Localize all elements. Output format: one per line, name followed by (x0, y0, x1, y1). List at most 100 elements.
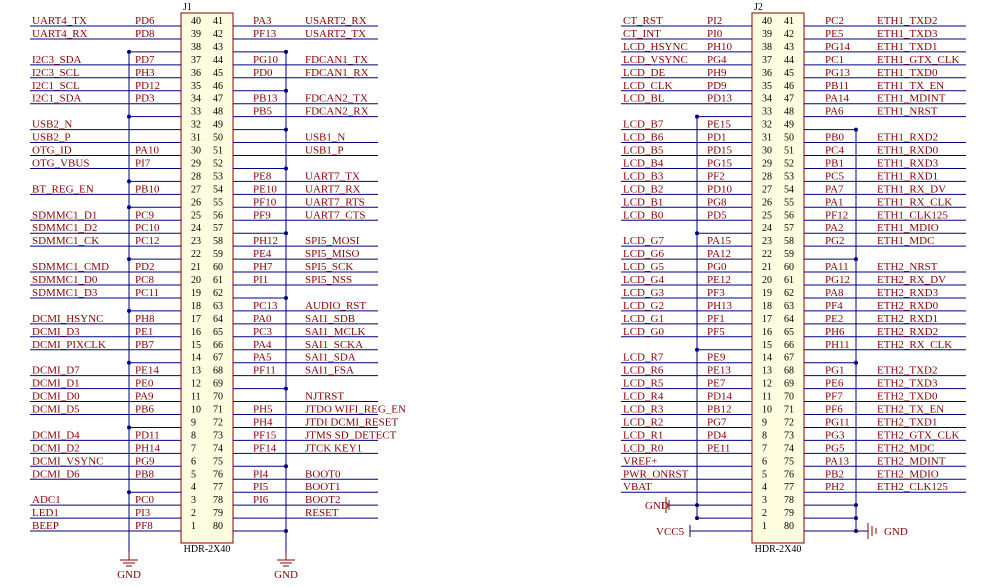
pin-number: 3 (762, 495, 767, 506)
gnd-label: GND (884, 526, 908, 538)
net-label: DCMI_D2 (32, 442, 80, 454)
junction-dot (284, 49, 288, 54)
net-label: ETH1_TXD1 (877, 41, 938, 53)
port-label: PB11 (825, 80, 849, 92)
port-label: PH14 (135, 442, 161, 454)
port-label: PI4 (253, 468, 269, 480)
pin-number: 14 (762, 353, 772, 364)
pin-number: 5 (762, 469, 767, 480)
net-label: DCMI_D4 (32, 429, 80, 441)
port-label: PA4 (253, 339, 272, 351)
pin-number: 12 (762, 379, 772, 390)
net-label: BT_REG_EN (32, 183, 94, 195)
net-label: ETH1_MDINT (877, 93, 946, 105)
junction-dot (854, 257, 858, 262)
pin-number: 47 (213, 94, 223, 105)
pin-number: 70 (213, 392, 223, 403)
net-label: LCD_R1 (623, 429, 663, 441)
port-label: PI0 (707, 28, 723, 40)
net-label: ETH1_GTX_CLK (877, 54, 960, 66)
net-label: LCD_G4 (623, 274, 664, 286)
net-label: DCMI_D5 (32, 404, 80, 416)
net-label: RESET (305, 507, 339, 519)
pin-number: 49 (213, 120, 223, 131)
net-label: FDCAN1_RX (305, 67, 369, 79)
pin-number: 34 (191, 94, 201, 105)
pin-number: 22 (762, 249, 772, 260)
net-label: ETH1_TX_EN (877, 80, 944, 92)
pin-number: 64 (784, 314, 794, 325)
port-label: PG15 (707, 157, 733, 169)
port-label: PB8 (135, 468, 154, 480)
pin-number: 30 (762, 146, 772, 157)
port-label: PG0 (707, 261, 727, 273)
pin-number: 79 (213, 508, 223, 519)
pin-number: 54 (213, 184, 223, 195)
pin-number: 25 (762, 210, 772, 221)
net-label: SPI5_NSS (305, 274, 352, 286)
pin-number: 30 (191, 146, 201, 157)
net-label: LCD_CLK (623, 80, 673, 92)
junction-dot (284, 386, 288, 391)
connector-value: HDR-2X40 (755, 544, 802, 555)
port-label: PG1 (825, 365, 845, 377)
pin-number: 59 (213, 249, 223, 260)
pin-number: 9 (191, 417, 196, 428)
port-label: PE12 (707, 274, 731, 286)
pin-number: 79 (784, 508, 794, 519)
pin-number: 48 (213, 107, 223, 118)
net-label: ETH2_TX_EN (877, 404, 944, 416)
port-label: PD10 (707, 183, 733, 195)
net-label: ETH1_RXD1 (877, 170, 938, 182)
net-label: ETH1_CLK125 (877, 209, 948, 221)
pin-number: 71 (784, 405, 794, 416)
port-label: PA15 (707, 235, 732, 247)
net-label: I2C3_SDA (32, 54, 82, 66)
pin-number: 27 (191, 184, 201, 195)
pin-number: 49 (784, 120, 794, 131)
net-label: LCD_R2 (623, 416, 663, 428)
port-label: PD2 (135, 261, 155, 273)
pin-number: 51 (213, 146, 223, 157)
pin-number: 63 (784, 301, 794, 312)
net-label: VBAT (623, 481, 652, 493)
pin-number: 65 (213, 327, 223, 338)
port-label: PA12 (707, 248, 731, 260)
net-label: ETH2_TXD1 (877, 416, 938, 428)
port-label: PG8 (707, 196, 727, 208)
port-label: PE10 (253, 183, 277, 195)
port-label: PC9 (135, 209, 154, 221)
net-label: BOOT0 (305, 468, 341, 480)
port-label: PI6 (253, 494, 269, 506)
net-label: CT_INT (623, 28, 661, 40)
port-label: PG3 (825, 429, 845, 441)
net-label: UART7_RX (305, 183, 361, 195)
port-label: PD14 (707, 391, 733, 403)
pin-number: 4 (191, 482, 196, 493)
port-label: PF14 (253, 442, 277, 454)
port-label: PD1 (707, 132, 727, 144)
net-label: ETH2_RXD0 (877, 300, 939, 312)
port-label: PG9 (135, 455, 155, 467)
port-label: PC2 (825, 15, 844, 27)
port-label: PF15 (253, 429, 277, 441)
pin-number: 39 (191, 29, 201, 40)
port-label: PA8 (825, 287, 844, 299)
net-label: VREF+ (623, 455, 657, 467)
junction-dot (695, 114, 699, 119)
port-label: PD9 (707, 80, 727, 92)
pin-number: 6 (762, 456, 767, 467)
pin-number: 13 (762, 366, 772, 377)
pin-number: 42 (213, 29, 223, 40)
port-label: PA7 (825, 183, 844, 195)
net-label: USB2_P (32, 132, 71, 144)
port-label: PI5 (253, 481, 269, 493)
port-label: PC3 (253, 326, 272, 338)
pin-number: 18 (191, 301, 201, 312)
net-label: USART2_TX (305, 28, 366, 40)
port-label: PC13 (253, 300, 278, 312)
net-label: SPI5_MISO (305, 248, 359, 260)
port-label: PF1 (707, 313, 725, 325)
pin-number: 47 (784, 94, 794, 105)
port-label: PI2 (707, 15, 722, 27)
